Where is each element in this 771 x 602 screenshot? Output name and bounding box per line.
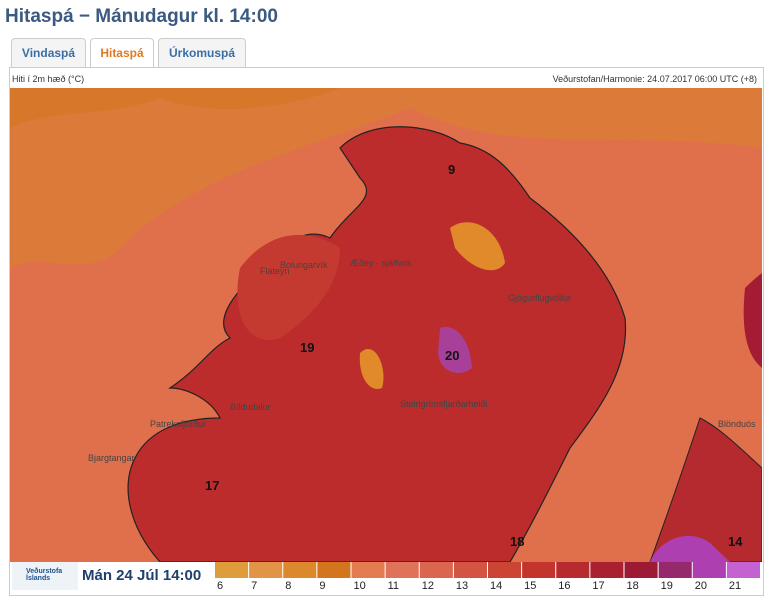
temp: 20 <box>445 348 459 363</box>
legend-swatch <box>556 562 590 578</box>
place: Bolungarvík <box>280 260 328 270</box>
legend-label: 21 <box>729 580 741 592</box>
place: Flateyri <box>260 266 290 276</box>
legend-label: 16 <box>558 580 570 592</box>
legend-swatch <box>726 562 760 578</box>
temp: 18 <box>510 534 524 549</box>
legend-swatch <box>658 562 692 578</box>
legend-swatch <box>385 562 419 578</box>
legend-swatch <box>283 562 317 578</box>
legend-label: 19 <box>661 580 673 592</box>
temp: 14 <box>728 534 743 549</box>
time-label: Mán 24 Júl 14:00 <box>82 567 202 584</box>
legend-label: 7 <box>251 580 257 592</box>
legend-label: 13 <box>456 580 468 592</box>
page-title: Hitaspá − Mánudagur kl. 14:00 <box>5 6 278 27</box>
legend-swatch <box>249 562 283 578</box>
legend-label: 20 <box>695 580 707 592</box>
legend-swatch <box>317 562 351 578</box>
land <box>743 273 762 368</box>
legend-swatch <box>419 562 453 578</box>
color-legend: 6 7 8 9 10 11 12 13 14 15 16 17 18 19 20 21 <box>215 562 760 592</box>
legend-label: 11 <box>388 580 399 592</box>
warm-band <box>10 88 340 128</box>
legend-swatch <box>488 562 522 578</box>
legend-label: 6 <box>217 580 223 592</box>
cool-area <box>359 348 384 389</box>
source-label: Veðurstofan/Harmonie: 24.07.2017 06:00 U… <box>552 74 757 84</box>
temp: 17 <box>205 478 219 493</box>
tab[interactable]: Úrkomuspá <box>158 38 246 67</box>
place: Bjargtangar <box>88 453 135 463</box>
legend-swatch <box>624 562 658 578</box>
warm-area <box>650 535 730 562</box>
legend-swatch <box>522 562 556 578</box>
legend-label: 9 <box>319 580 325 592</box>
land <box>237 234 340 340</box>
legend-label: 17 <box>592 580 604 592</box>
variable-label: Hiti í 2m hæð (°C) <box>12 74 85 84</box>
panel <box>9 67 764 596</box>
place: Blönduós <box>718 419 756 429</box>
legend-swatch <box>453 562 487 578</box>
legend-label: 10 <box>354 580 366 592</box>
tab-active[interactable]: Hitaspá <box>90 38 154 68</box>
legend-swatch <box>351 562 385 578</box>
legend-label: 12 <box>422 580 434 592</box>
land <box>649 417 762 562</box>
temp: 19 <box>300 340 314 355</box>
place-labels: Bolungarvík Flateyri Æðey - sjálfvirk Gj… <box>88 258 756 463</box>
legend-label: 14 <box>490 580 502 592</box>
map: Bolungarvík Flateyri Æðey - sjálfvirk Gj… <box>10 88 762 562</box>
place: Gjögurflugvöllur <box>508 293 571 303</box>
place: Patreksfjörður <box>150 419 206 429</box>
legend-swatch <box>692 562 726 578</box>
legend-label: 8 <box>285 580 291 592</box>
warm-band <box>10 88 762 268</box>
place: Bíldudalur <box>230 402 271 412</box>
legend-label: 15 <box>524 580 536 592</box>
warm-area <box>438 327 472 373</box>
legend-swatch <box>215 562 249 578</box>
legend-swatch <box>590 562 624 578</box>
tab[interactable]: Vindaspá <box>11 38 86 67</box>
temp-labels: 9 20 19 17 18 14 <box>205 162 743 549</box>
logo: Veðurstofa Íslands <box>12 562 78 590</box>
temp: 9 <box>448 162 455 177</box>
cool-area <box>450 222 505 271</box>
legend-label: 18 <box>627 580 639 592</box>
place: Æðey - sjálfvirk <box>350 258 412 268</box>
place: Steingrímsfjarðarheiði <box>400 399 488 409</box>
